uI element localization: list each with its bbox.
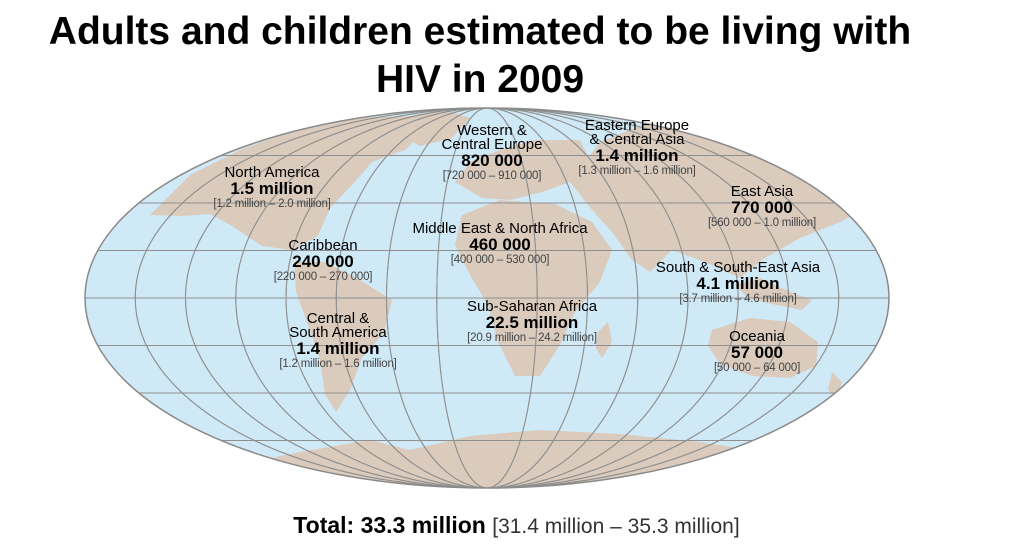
africa-land (455, 200, 612, 376)
region-range: [220 000 – 270 000] (273, 271, 373, 283)
region-name: North America (224, 164, 320, 181)
region-caribbean: Caribbean 240 000 [220 000 – 270 000] (273, 237, 373, 284)
region-name: Eastern Europe (584, 117, 690, 134)
map-title: Adults and children estimated to be livi… (0, 8, 960, 104)
region-range: [50 000 – 64 000] (713, 362, 801, 374)
region-western-central-europe: Western & Central Europe 820 000 [720 00… (441, 122, 543, 183)
australia-land (708, 318, 818, 378)
region-range: [20.9 million – 24.2 million] (467, 332, 597, 344)
region-range: [1.2 million – 1.6 million] (279, 358, 397, 370)
southeast-asia-land (735, 278, 812, 310)
region-range: [720 000 – 910 000] (442, 170, 542, 182)
region-value: 22.5 million (485, 313, 579, 332)
region-east-asia: East Asia 770 000 [560 000 – 1.0 million… (708, 183, 816, 230)
region-south-southeast-asia: South & South-East Asia 4.1 million [3.7… (655, 259, 821, 306)
region-range: [3.7 million – 4.6 million] (679, 293, 797, 305)
region-value: 1.4 million (296, 339, 380, 358)
region-sub-saharan-africa: Sub-Saharan Africa 22.5 million [20.9 mi… (466, 298, 598, 345)
total-label: Total: 33.3 million (293, 512, 486, 538)
title-line-2: HIV in 2009 (375, 58, 585, 101)
region-name-line-2: Central Europe (441, 136, 543, 153)
region-oceania: Oceania 57 000 [50 000 – 64 000] (713, 328, 801, 375)
region-name-line-2: South America (289, 324, 387, 341)
region-eastern-europe-central-asia: Eastern Europe & Central Asia 1.4 millio… (578, 117, 696, 178)
region-name-line-2: & Central Asia (589, 131, 685, 148)
title-line-1: Adults and children estimated to be livi… (48, 10, 912, 53)
total-line: Total: 33.3 million [31.4 million – 35.3… (0, 512, 1033, 539)
total-range: [31.4 million – 35.3 million] (492, 515, 740, 538)
region-name: Oceania (729, 328, 785, 345)
region-name: Middle East & North Africa (412, 220, 588, 237)
north-america-land (150, 116, 430, 250)
region-value: 1.5 million (230, 179, 314, 198)
region-name: Sub-Saharan Africa (466, 298, 598, 315)
region-middle-east-north-africa: Middle East & North Africa 460 000 [400 … (412, 220, 588, 267)
region-name: East Asia (730, 183, 794, 200)
region-value: 460 000 (469, 235, 531, 254)
region-range: [1.3 million – 1.6 million] (578, 165, 696, 177)
south-america-land (294, 262, 392, 412)
region-value: 240 000 (292, 252, 354, 271)
region-range: [560 000 – 1.0 million] (708, 217, 816, 229)
greenland-land (398, 110, 470, 146)
region-north-america: North America 1.5 million [1.2 million –… (213, 164, 331, 211)
region-range: [1.2 million – 2.0 million] (213, 198, 331, 210)
region-value: 1.4 million (595, 146, 679, 165)
region-name: South & South-East Asia (655, 259, 821, 276)
region-name: Caribbean (288, 237, 358, 254)
region-central-south-america: Central & South America 1.4 million [1.2… (279, 310, 397, 371)
new-zealand-land (828, 372, 842, 398)
region-value: 57 000 (731, 343, 783, 362)
region-name: Central & (306, 310, 370, 327)
region-range: [400 000 – 530 000] (450, 254, 550, 266)
region-value: 820 000 (461, 151, 523, 170)
region-value: 770 000 (731, 198, 793, 217)
region-value: 4.1 million (696, 274, 780, 293)
globe-outline (84, 107, 890, 489)
madagascar-land (596, 322, 612, 358)
region-name: Western & (457, 122, 527, 139)
